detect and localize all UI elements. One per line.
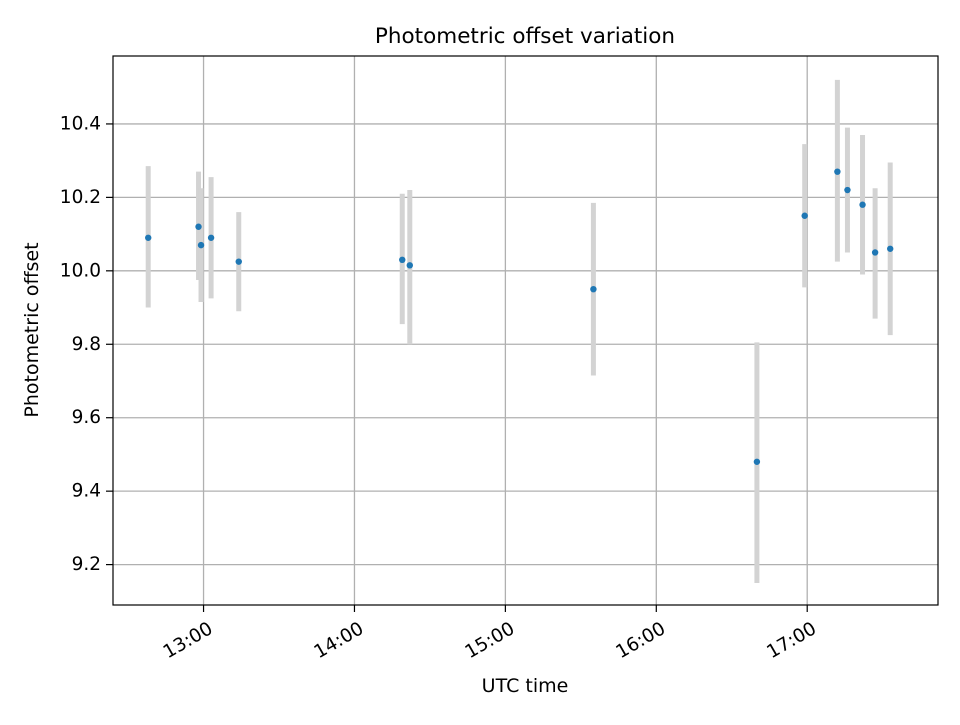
data-point: [399, 256, 406, 264]
data-point: [207, 234, 215, 241]
y-tick-label: 9.8: [72, 334, 101, 355]
y-tick-label: 9.2: [72, 554, 101, 575]
y-tick-label: 9.6: [72, 407, 101, 428]
y-axis-label: Photometric offset: [21, 242, 43, 417]
data-point: [145, 234, 152, 241]
data-point: [197, 241, 205, 249]
grid-layer: [113, 56, 938, 605]
data-point: [753, 458, 761, 465]
data-point: [859, 201, 866, 208]
data-point: [887, 245, 894, 252]
data-point: [590, 285, 597, 293]
y-tick-label: 10.2: [60, 187, 101, 208]
y-tick-label: 9.4: [72, 481, 101, 502]
x-axis-label: UTC time: [482, 675, 569, 697]
marker-layer: [145, 168, 894, 465]
data-point: [844, 186, 851, 194]
chart-title: Photometric offset variation: [375, 24, 675, 49]
data-point: [834, 168, 841, 175]
data-point: [406, 262, 413, 269]
y-tick-label: 10.0: [60, 260, 101, 281]
plot-frame: [112, 55, 939, 606]
y-tick-label: 10.4: [60, 113, 101, 134]
data-point: [871, 249, 879, 256]
data-point: [195, 223, 202, 230]
data-point: [235, 258, 242, 265]
data-point: [801, 212, 808, 219]
y-axis-ticks: 9.2 9.4 9.6 9.8 10.0 10.2 10.4: [60, 113, 113, 575]
